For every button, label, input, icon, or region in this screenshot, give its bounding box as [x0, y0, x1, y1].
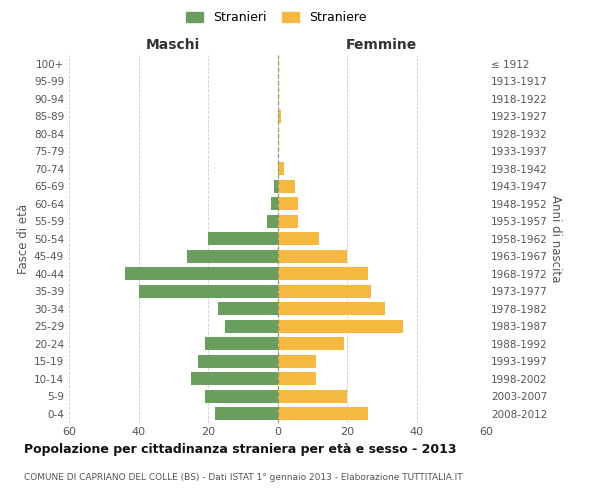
Text: Popolazione per cittadinanza straniera per età e sesso - 2013: Popolazione per cittadinanza straniera p… — [24, 442, 457, 456]
Y-axis label: Anni di nascita: Anni di nascita — [548, 195, 562, 282]
Bar — [218, 302, 277, 315]
Bar — [277, 198, 298, 210]
Y-axis label: Fasce di età: Fasce di età — [17, 204, 30, 274]
Bar — [205, 390, 277, 402]
Bar — [226, 320, 277, 332]
Legend: Stranieri, Straniere: Stranieri, Straniere — [181, 6, 371, 29]
Bar — [277, 268, 368, 280]
Bar — [215, 408, 277, 420]
Bar — [277, 250, 347, 262]
Text: COMUNE DI CAPRIANO DEL COLLE (BS) - Dati ISTAT 1° gennaio 2013 - Elaborazione TU: COMUNE DI CAPRIANO DEL COLLE (BS) - Dati… — [24, 472, 463, 482]
Bar — [277, 180, 295, 192]
Bar — [277, 390, 347, 402]
Bar — [187, 250, 277, 262]
Bar — [277, 285, 371, 298]
Text: Maschi: Maschi — [146, 38, 200, 52]
Bar — [267, 215, 277, 228]
Text: Femmine: Femmine — [346, 38, 418, 52]
Bar — [277, 215, 298, 228]
Bar — [277, 372, 316, 385]
Bar — [277, 408, 368, 420]
Bar — [139, 285, 277, 298]
Bar — [197, 355, 277, 368]
Bar — [277, 320, 403, 332]
Bar — [208, 232, 277, 245]
Bar — [271, 198, 277, 210]
Bar — [277, 338, 344, 350]
Bar — [277, 110, 281, 122]
Bar — [274, 180, 277, 192]
Bar — [277, 162, 284, 175]
Bar — [277, 355, 316, 368]
Bar — [277, 232, 319, 245]
Bar — [125, 268, 277, 280]
Bar — [277, 302, 385, 315]
Bar — [205, 338, 277, 350]
Bar — [191, 372, 277, 385]
